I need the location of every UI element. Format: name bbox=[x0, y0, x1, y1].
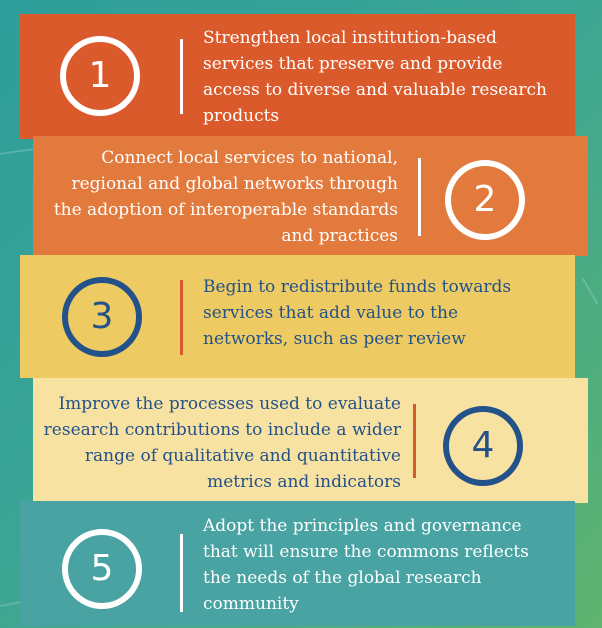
step-3-number-circle: 3 bbox=[62, 277, 142, 357]
step-3-number: 3 bbox=[90, 296, 114, 337]
step-2-number: 2 bbox=[473, 179, 497, 220]
step-1-card: 1 Strengthen local institution-based ser… bbox=[20, 14, 575, 139]
step-2-number-circle: 2 bbox=[445, 160, 525, 240]
step-2-card: Connect local services to national, regi… bbox=[33, 136, 588, 256]
step-1-divider bbox=[180, 39, 183, 114]
step-3-divider bbox=[180, 280, 183, 355]
step-4-text: Improve the processes used to evaluate r… bbox=[43, 394, 401, 492]
step-5-divider bbox=[180, 534, 183, 612]
step-5-number: 5 bbox=[90, 548, 114, 589]
step-3-card: 3 Begin to redistribute funds towards se… bbox=[20, 255, 575, 378]
step-3-text: Begin to redistribute funds towards serv… bbox=[203, 277, 512, 349]
step-4-card: Improve the processes used to evaluate r… bbox=[33, 378, 588, 503]
step-2-text: Connect local services to national, regi… bbox=[53, 148, 398, 246]
step-1-number: 1 bbox=[88, 55, 112, 96]
step-1-text: Strengthen local institution-based servi… bbox=[203, 28, 547, 126]
step-4-number-circle: 4 bbox=[443, 406, 523, 486]
step-5-text: Adopt the principles and governance that… bbox=[203, 516, 529, 614]
background-line bbox=[581, 277, 599, 305]
step-5-card: 5 Adopt the principles and governance th… bbox=[20, 501, 575, 626]
step-5-number-circle: 5 bbox=[62, 529, 142, 609]
step-2-divider bbox=[418, 158, 421, 236]
step-4-number: 4 bbox=[471, 425, 495, 466]
step-1-number-circle: 1 bbox=[60, 36, 140, 116]
step-4-divider bbox=[413, 404, 416, 478]
